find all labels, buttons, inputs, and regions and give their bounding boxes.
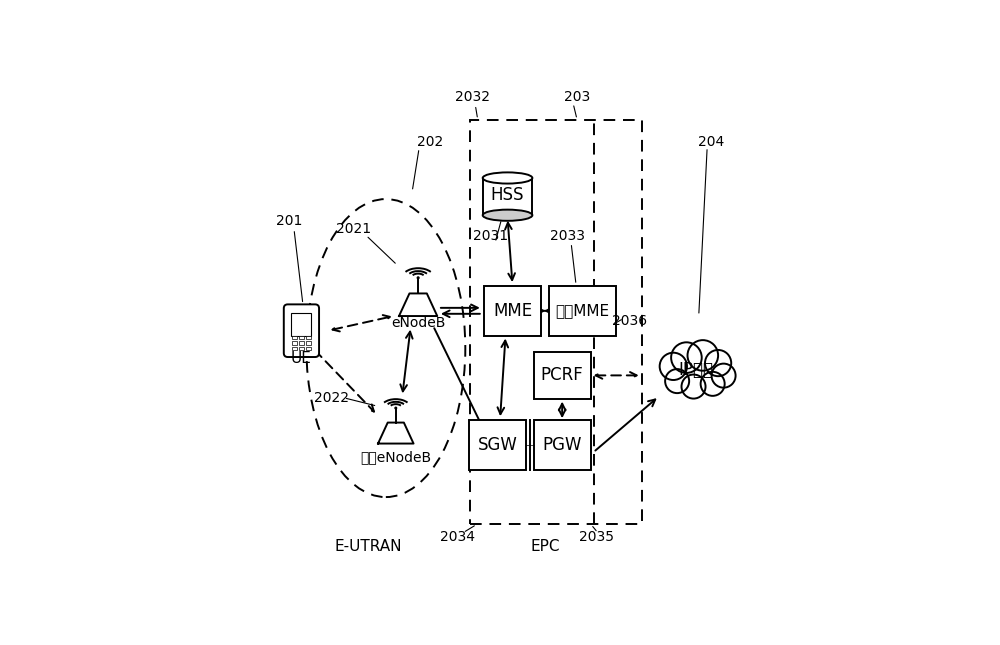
Text: 201: 201 xyxy=(276,214,302,228)
Text: HSS: HSS xyxy=(491,186,524,204)
Text: MME: MME xyxy=(493,302,532,320)
Circle shape xyxy=(665,369,689,393)
Bar xyxy=(469,420,526,470)
Text: 2022: 2022 xyxy=(314,391,349,405)
Text: PCRF: PCRF xyxy=(541,366,584,384)
Bar xyxy=(306,347,311,350)
Text: 203: 203 xyxy=(564,90,590,104)
Text: 2034: 2034 xyxy=(440,530,475,544)
Text: SGW: SGW xyxy=(478,436,518,454)
Circle shape xyxy=(395,407,397,409)
Bar xyxy=(292,341,297,345)
Text: 2036: 2036 xyxy=(612,313,647,328)
Text: 其它MME: 其它MME xyxy=(555,303,609,319)
Bar xyxy=(299,347,304,350)
Bar xyxy=(306,336,311,339)
Circle shape xyxy=(688,340,718,371)
Text: 2033: 2033 xyxy=(550,230,585,243)
Bar xyxy=(534,420,591,470)
Text: 202: 202 xyxy=(417,135,444,149)
Bar xyxy=(292,347,297,350)
Circle shape xyxy=(712,364,736,388)
Text: IP业务: IP业务 xyxy=(679,361,714,379)
Text: UE: UE xyxy=(291,350,312,366)
Bar xyxy=(306,341,311,345)
Circle shape xyxy=(417,277,419,279)
Text: PGW: PGW xyxy=(542,436,582,454)
Circle shape xyxy=(671,342,702,373)
Bar xyxy=(483,178,532,215)
Ellipse shape xyxy=(483,210,532,221)
Text: 204: 204 xyxy=(698,135,724,149)
Polygon shape xyxy=(399,293,437,316)
Bar xyxy=(299,341,304,345)
Text: 2031: 2031 xyxy=(473,230,508,243)
Circle shape xyxy=(705,350,731,376)
Text: 2021: 2021 xyxy=(336,222,371,236)
Text: E-UTRAN: E-UTRAN xyxy=(335,539,402,554)
Bar xyxy=(292,336,297,339)
Bar xyxy=(534,352,591,399)
Bar xyxy=(484,286,541,335)
Circle shape xyxy=(682,375,706,399)
Text: 2035: 2035 xyxy=(579,530,614,544)
Bar xyxy=(299,336,304,339)
Ellipse shape xyxy=(483,172,532,184)
Text: eNodeB: eNodeB xyxy=(391,316,445,330)
FancyBboxPatch shape xyxy=(284,304,319,357)
Text: 其它eNodeB: 其它eNodeB xyxy=(360,450,431,464)
Bar xyxy=(291,313,311,335)
Circle shape xyxy=(660,353,687,380)
Polygon shape xyxy=(378,422,414,444)
Text: EPC: EPC xyxy=(530,539,560,554)
Bar xyxy=(549,286,616,335)
Bar xyxy=(470,119,642,524)
Circle shape xyxy=(701,372,725,396)
Text: 2032: 2032 xyxy=(455,90,490,104)
